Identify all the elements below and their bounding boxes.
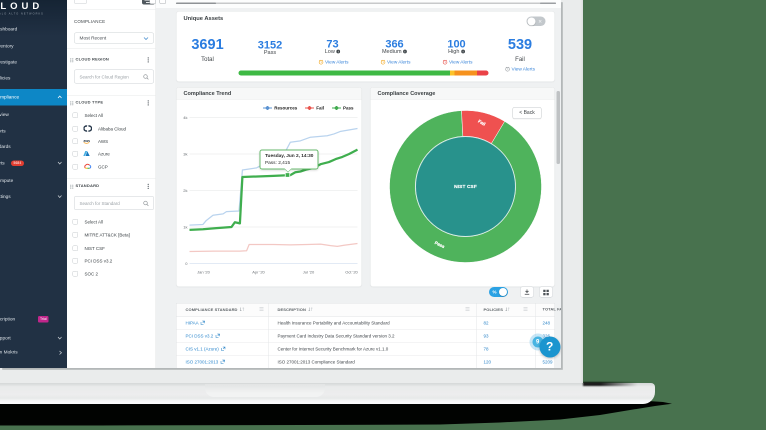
svg-text:4k: 4k (183, 115, 187, 120)
svg-text:NIST CSF: NIST CSF (454, 184, 477, 190)
svg-text:Oct '20: Oct '20 (345, 270, 358, 275)
svg-text:i: i (462, 50, 463, 54)
svg-text:i: i (405, 50, 406, 54)
svg-text:2k: 2k (183, 188, 187, 193)
svg-text:1k: 1k (183, 225, 187, 230)
svg-text:3k: 3k (183, 152, 187, 157)
svg-text:Fail: Fail (477, 119, 486, 127)
svg-text:Jul '20: Jul '20 (303, 270, 315, 275)
svg-text:0: 0 (185, 261, 188, 266)
svg-text:Apr '20: Apr '20 (252, 270, 265, 275)
svg-text:i: i (338, 50, 339, 54)
svg-text:aws: aws (84, 139, 91, 143)
svg-text:Pass: Pass (434, 240, 446, 249)
svg-text:Jan '20: Jan '20 (197, 270, 211, 275)
